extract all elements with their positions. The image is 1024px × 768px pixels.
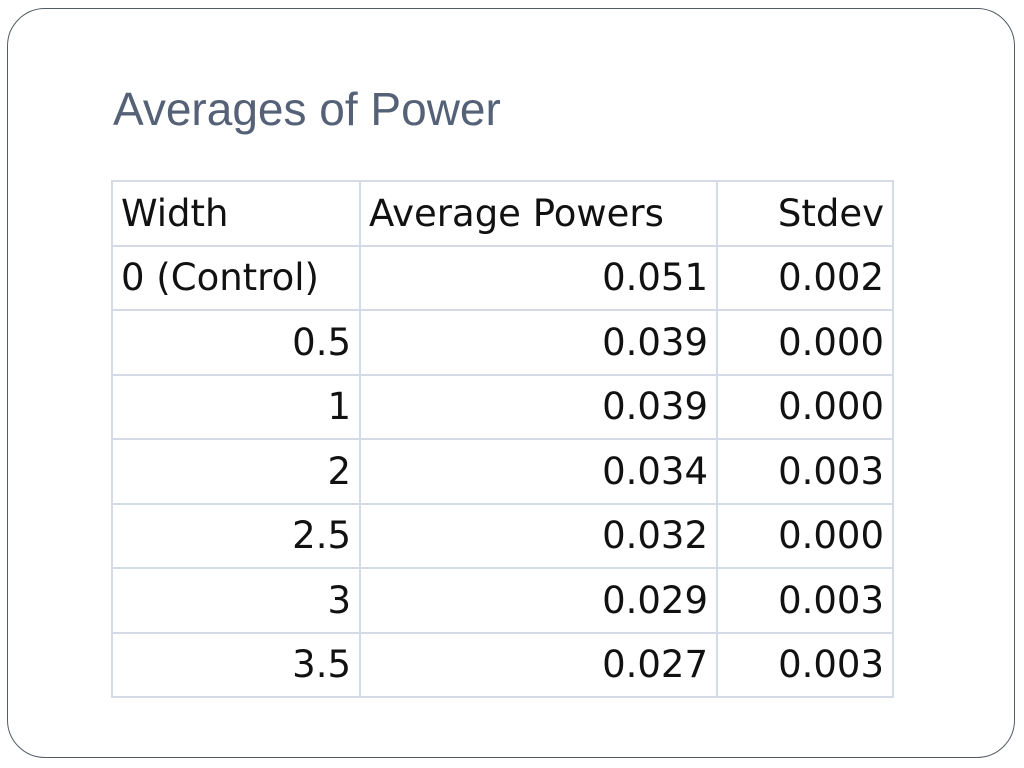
- header-stdev: Stdev: [716, 180, 894, 247]
- table-header-row: Width Average Powers Stdev: [111, 180, 894, 247]
- cell-stdev: 0.003: [716, 567, 894, 634]
- cell-average-power: 0.034: [359, 438, 718, 505]
- cell-average-power: 0.032: [359, 502, 718, 569]
- cell-average-power: 0.027: [359, 631, 718, 698]
- cell-stdev: 0.000: [716, 373, 894, 440]
- cell-average-power: 0.039: [359, 373, 718, 440]
- cell-average-power: 0.029: [359, 567, 718, 634]
- table-row: 3 0.029 0.003: [111, 567, 894, 634]
- header-average-powers: Average Powers: [359, 180, 718, 247]
- table-row: 3.5 0.027 0.003: [111, 631, 894, 698]
- cell-width: 2.5: [111, 502, 361, 569]
- table-row: 2.5 0.032 0.000: [111, 502, 894, 569]
- cell-stdev: 0.000: [716, 502, 894, 569]
- cell-stdev: 0.002: [716, 244, 894, 311]
- table-row: 0.5 0.039 0.000: [111, 309, 894, 376]
- power-table: Width Average Powers Stdev 0 (Control) 0…: [111, 180, 894, 698]
- cell-stdev: 0.003: [716, 631, 894, 698]
- cell-width: 1: [111, 373, 361, 440]
- cell-width: 3.5: [111, 631, 361, 698]
- cell-width: 2: [111, 438, 361, 505]
- cell-average-power: 0.051: [359, 244, 718, 311]
- table-row: 0 (Control) 0.051 0.002: [111, 244, 894, 311]
- table-row: 1 0.039 0.000: [111, 373, 894, 440]
- cell-width: 0 (Control): [111, 244, 361, 311]
- cell-average-power: 0.039: [359, 309, 718, 376]
- cell-stdev: 0.000: [716, 309, 894, 376]
- cell-width: 0.5: [111, 309, 361, 376]
- cell-stdev: 0.003: [716, 438, 894, 505]
- slide-title: Averages of Power: [113, 83, 501, 135]
- cell-width: 3: [111, 567, 361, 634]
- table-row: 2 0.034 0.003: [111, 438, 894, 505]
- header-width: Width: [111, 180, 361, 247]
